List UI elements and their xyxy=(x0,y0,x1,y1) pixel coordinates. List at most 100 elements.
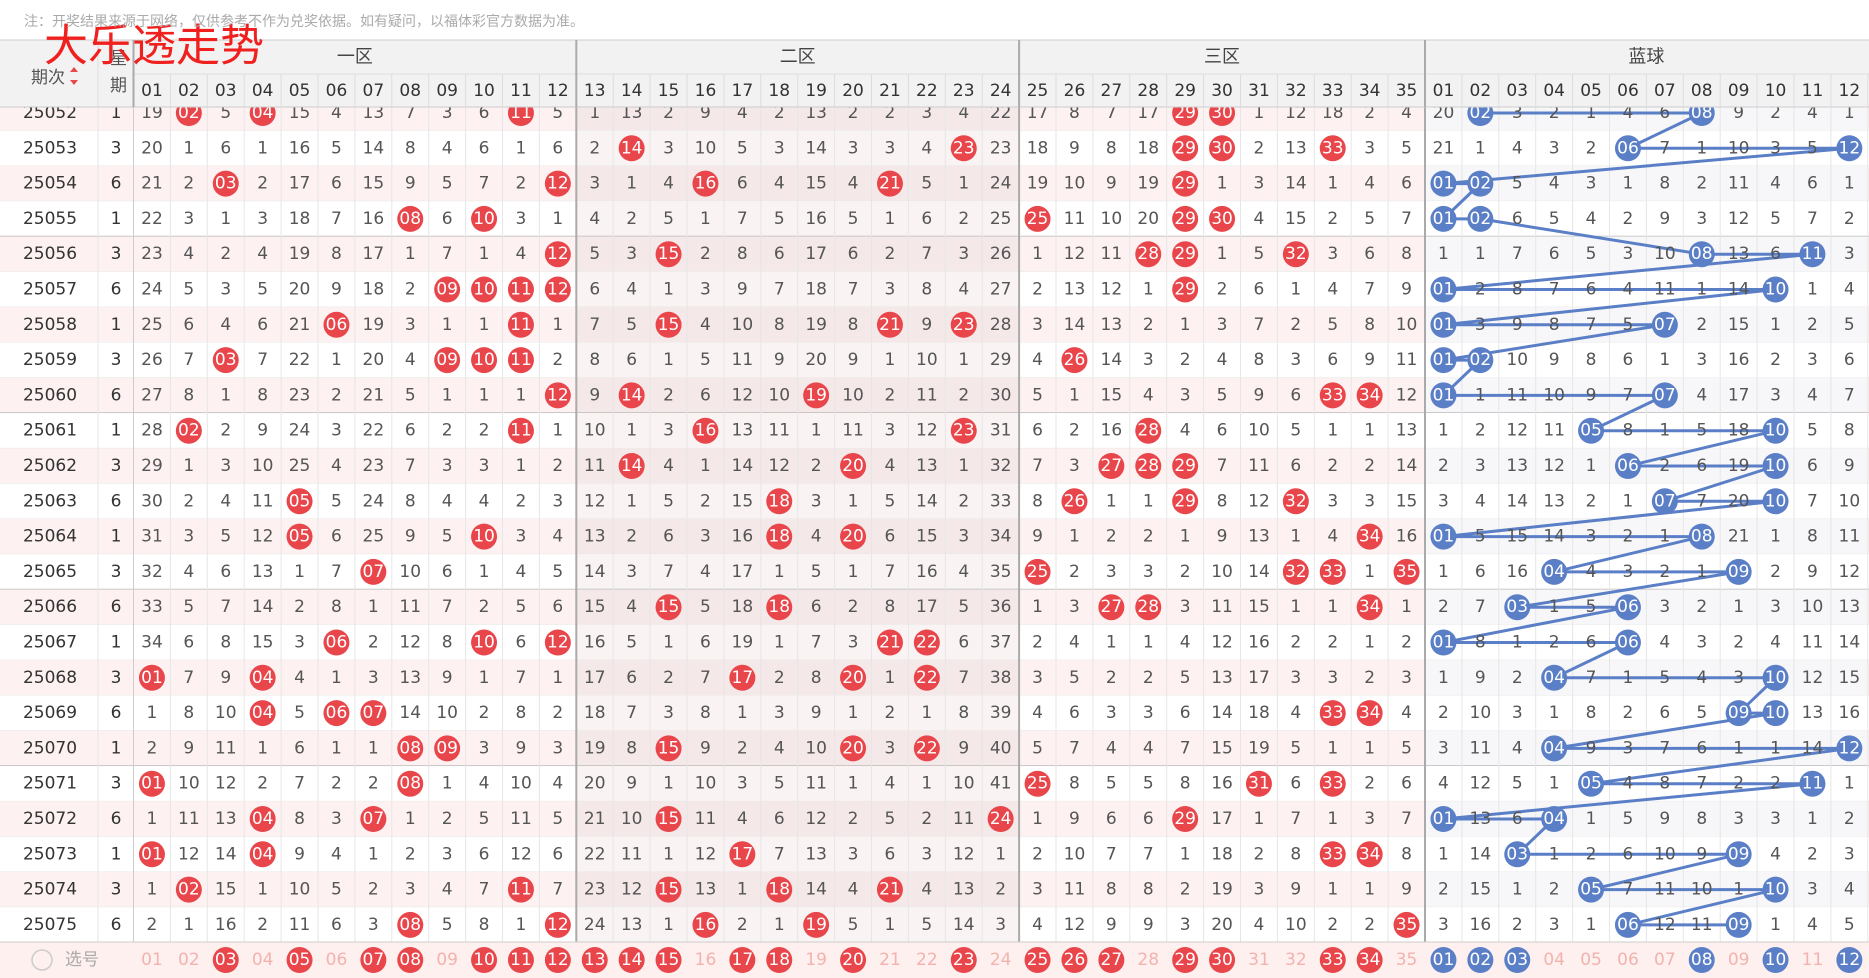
selected-ball[interactable] xyxy=(729,947,756,973)
select-number[interactable]: 01 xyxy=(141,950,163,970)
selected-ball[interactable] xyxy=(1504,947,1531,973)
selected-number[interactable]: 10 xyxy=(1765,950,1787,970)
miss-count: 10 xyxy=(1654,244,1676,264)
select-number[interactable]: 06 xyxy=(1617,950,1639,970)
select-number[interactable]: 09 xyxy=(1728,950,1750,970)
selected-number[interactable]: 01 xyxy=(1433,950,1455,970)
selected-ball[interactable] xyxy=(766,947,793,973)
selected-ball[interactable] xyxy=(840,947,867,973)
ball-number: 07 xyxy=(1654,315,1676,335)
miss-count: 13 xyxy=(1101,315,1123,335)
ball-number: 29 xyxy=(1174,103,1196,123)
selected-ball[interactable] xyxy=(1467,947,1494,973)
selected-number[interactable]: 15 xyxy=(658,950,680,970)
selected-ball[interactable] xyxy=(360,947,387,973)
selected-number[interactable]: 33 xyxy=(1322,950,1344,970)
selected-ball[interactable] xyxy=(581,947,608,973)
selected-number[interactable]: 34 xyxy=(1359,950,1381,970)
selected-number[interactable]: 17 xyxy=(732,950,754,970)
select-number[interactable]: 31 xyxy=(1248,950,1270,970)
selected-number[interactable]: 18 xyxy=(768,950,790,970)
selected-ball[interactable] xyxy=(1688,947,1715,973)
selected-number[interactable]: 13 xyxy=(584,950,606,970)
miss-count: 5 xyxy=(700,350,711,370)
selected-ball[interactable] xyxy=(1061,947,1088,973)
select-number[interactable]: 21 xyxy=(879,950,901,970)
selected-ball[interactable] xyxy=(212,947,239,973)
selected-number[interactable]: 20 xyxy=(842,950,864,970)
select-number[interactable]: 24 xyxy=(990,950,1012,970)
select-radio[interactable] xyxy=(31,949,53,971)
selected-number[interactable]: 29 xyxy=(1174,950,1196,970)
selected-ball[interactable] xyxy=(397,947,424,973)
select-number[interactable]: 02 xyxy=(178,950,200,970)
selected-ball[interactable] xyxy=(1319,947,1346,973)
ball-number: 11 xyxy=(510,421,532,441)
selected-ball[interactable] xyxy=(1762,947,1789,973)
select-number[interactable]: 28 xyxy=(1137,950,1159,970)
miss-count: 7 xyxy=(442,244,453,264)
selected-number[interactable]: 14 xyxy=(621,950,643,970)
miss-count: 2 xyxy=(1475,280,1486,300)
miss-count: 7 xyxy=(811,633,822,653)
selected-number[interactable]: 12 xyxy=(547,950,569,970)
selected-ball[interactable] xyxy=(1098,947,1125,973)
ball xyxy=(766,488,793,515)
ball-number: 28 xyxy=(1137,456,1159,476)
ball xyxy=(1762,453,1789,479)
select-number[interactable]: 04 xyxy=(252,950,274,970)
ball-number: 07 xyxy=(1654,385,1676,405)
select-number[interactable]: 16 xyxy=(695,950,717,970)
select-number[interactable]: 09 xyxy=(436,950,458,970)
selected-number[interactable]: 03 xyxy=(1506,950,1528,970)
miss-count: 12 xyxy=(1470,774,1492,794)
selected-number[interactable]: 23 xyxy=(953,950,975,970)
selected-ball[interactable] xyxy=(471,947,498,973)
selected-number[interactable]: 08 xyxy=(399,950,421,970)
select-number[interactable]: 32 xyxy=(1285,950,1307,970)
select-number[interactable]: 04 xyxy=(1543,950,1565,970)
selected-number[interactable]: 27 xyxy=(1101,950,1123,970)
period: 25072 xyxy=(23,809,77,829)
selected-ball[interactable] xyxy=(950,947,977,973)
selected-number[interactable]: 25 xyxy=(1027,950,1049,970)
selected-number[interactable]: 02 xyxy=(1470,950,1492,970)
selected-number[interactable]: 05 xyxy=(289,950,311,970)
selected-ball[interactable] xyxy=(655,947,682,973)
column-number: 35 xyxy=(1396,81,1418,101)
selected-number[interactable]: 30 xyxy=(1211,950,1233,970)
miss-count: 5 xyxy=(921,174,932,194)
selected-ball[interactable] xyxy=(507,947,534,973)
selected-number[interactable]: 10 xyxy=(473,950,495,970)
selected-number[interactable]: 26 xyxy=(1064,950,1086,970)
select-number[interactable]: 11 xyxy=(1802,950,1824,970)
selected-number[interactable]: 12 xyxy=(1839,950,1861,970)
ball xyxy=(1393,911,1420,938)
selected-ball[interactable] xyxy=(1356,947,1383,973)
miss-count: 2 xyxy=(147,915,158,935)
selected-number[interactable]: 03 xyxy=(215,950,237,970)
selected-number[interactable]: 08 xyxy=(1691,950,1713,970)
select-number[interactable]: 19 xyxy=(805,950,827,970)
miss-count: 8 xyxy=(1659,174,1670,194)
selected-ball[interactable] xyxy=(1430,947,1457,973)
selected-number[interactable]: 07 xyxy=(363,950,385,970)
selected-ball[interactable] xyxy=(544,947,571,973)
select-number[interactable]: 35 xyxy=(1396,950,1418,970)
select-number[interactable]: 07 xyxy=(1654,950,1676,970)
selected-ball[interactable] xyxy=(1209,947,1236,973)
miss-count: 16 xyxy=(805,209,827,229)
miss-count: 6 xyxy=(1290,456,1301,476)
miss-count: 31 xyxy=(990,421,1012,441)
selected-ball[interactable] xyxy=(1172,947,1199,973)
select-number[interactable]: 06 xyxy=(326,950,348,970)
select-number[interactable]: 05 xyxy=(1580,950,1602,970)
selected-number[interactable]: 11 xyxy=(510,950,532,970)
selected-ball[interactable] xyxy=(286,947,313,973)
selected-ball[interactable] xyxy=(1836,947,1863,973)
selected-ball[interactable] xyxy=(1024,947,1051,973)
selected-ball[interactable] xyxy=(618,947,645,973)
ball-number: 30 xyxy=(1211,209,1233,229)
select-number[interactable]: 22 xyxy=(916,950,938,970)
miss-count: 9 xyxy=(589,385,600,405)
